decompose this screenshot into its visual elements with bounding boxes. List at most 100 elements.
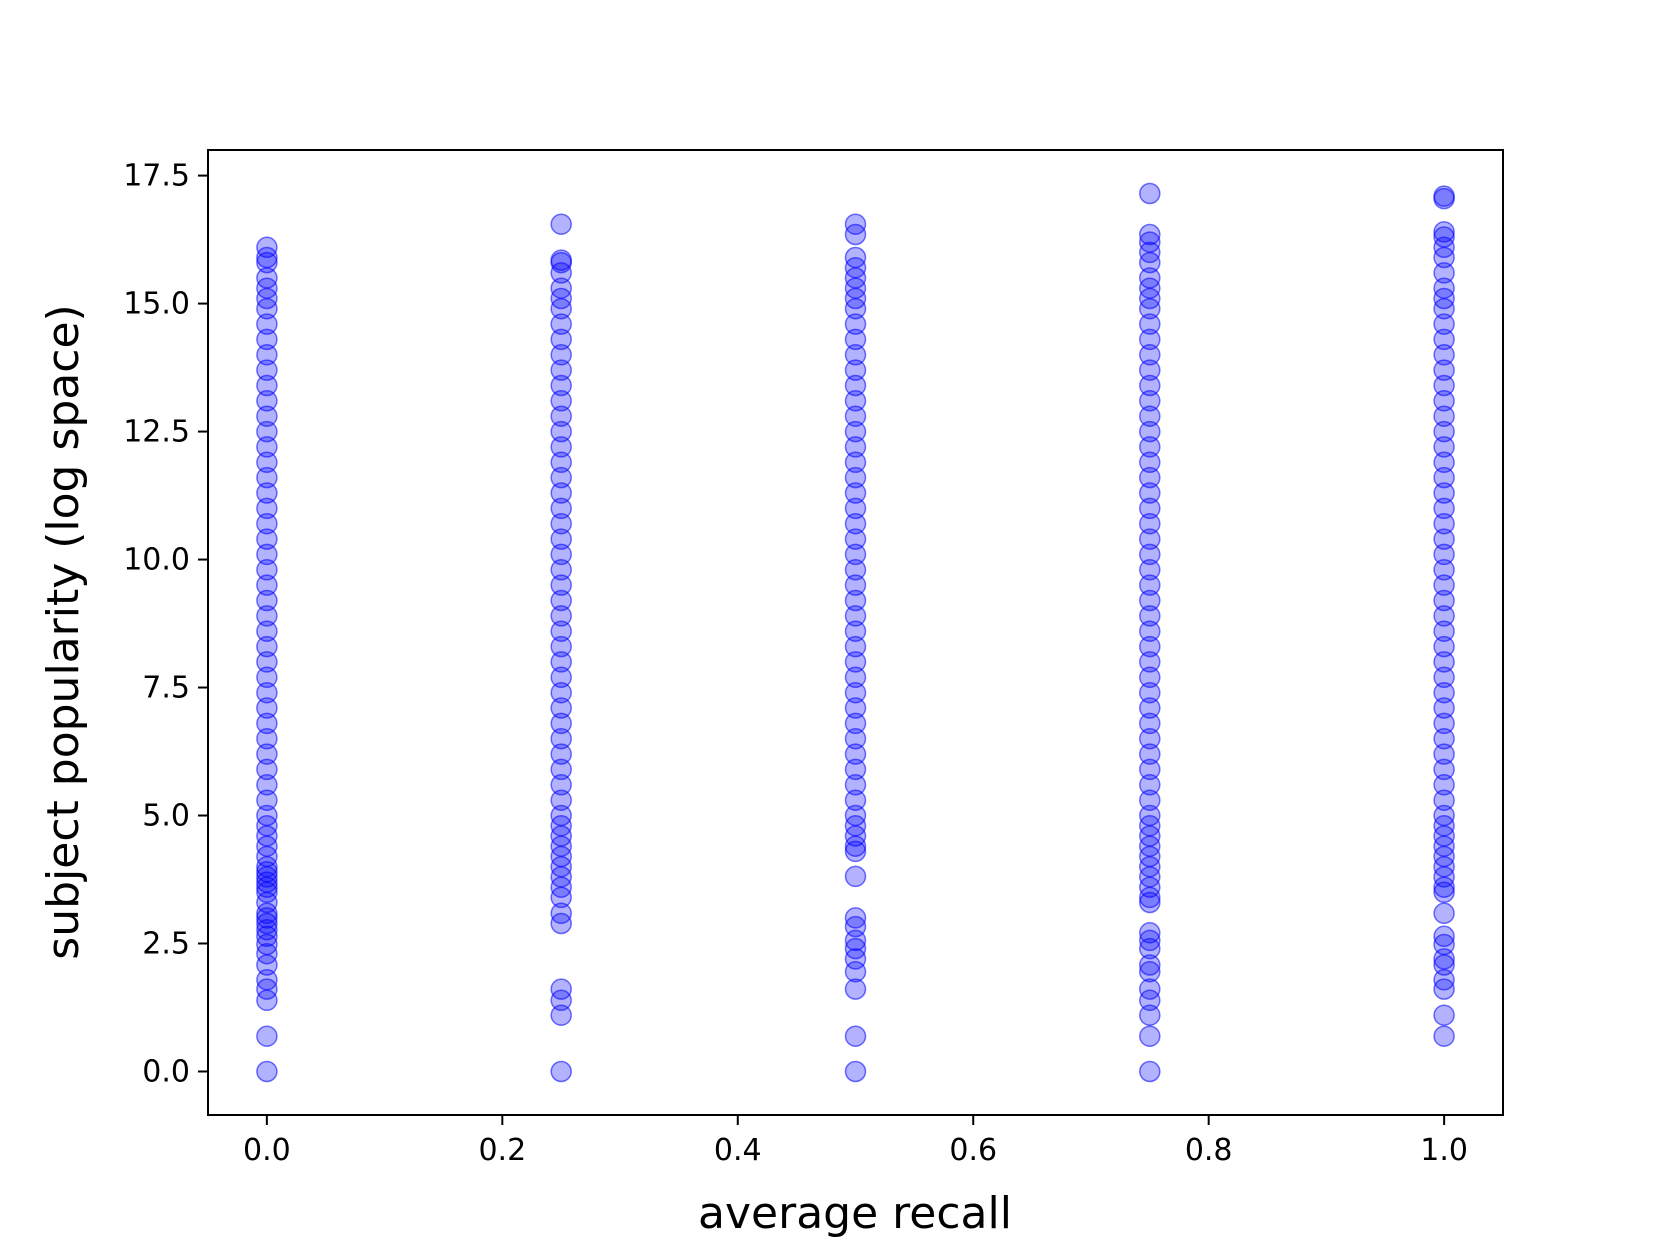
scatter-point xyxy=(550,727,572,750)
scatter-point xyxy=(256,1025,278,1047)
x-tick-label: 0.6 xyxy=(949,1133,997,1168)
scatter-point xyxy=(844,666,867,689)
scatter-point xyxy=(1139,512,1161,535)
scatter-point xyxy=(1139,789,1161,811)
scatter-point xyxy=(256,933,278,956)
scatter-point xyxy=(844,960,867,983)
scatter-point xyxy=(1139,804,1161,827)
scatter-point xyxy=(844,359,867,381)
scatter-point xyxy=(1433,374,1455,397)
scatter-point xyxy=(844,328,867,351)
scatter-point xyxy=(1139,359,1161,381)
scatter-point xyxy=(1139,543,1161,566)
scatter-point xyxy=(1139,313,1161,335)
scatter-point xyxy=(1433,1025,1455,1047)
x-axis-label: average recall xyxy=(698,1188,1012,1239)
x-tick-label: 0.8 xyxy=(1185,1133,1233,1168)
scatter-point xyxy=(1433,902,1455,925)
scatter-point xyxy=(844,840,867,863)
scatter-point xyxy=(1139,589,1161,612)
scatter-point xyxy=(256,390,278,412)
scatter-point xyxy=(550,666,572,689)
scatter-point xyxy=(256,861,278,883)
scatter-point xyxy=(256,589,278,612)
scatter-point xyxy=(550,789,572,811)
scatter-point xyxy=(844,313,867,335)
scatter-point xyxy=(1139,574,1161,596)
scatter-point xyxy=(844,907,867,929)
scatter-point xyxy=(550,512,572,535)
scatter-point xyxy=(844,635,867,658)
scatter-point xyxy=(1433,328,1455,351)
scatter-point xyxy=(1139,929,1161,952)
scatter-point xyxy=(1433,405,1455,427)
scatter-point xyxy=(1433,589,1455,612)
scatter-point xyxy=(1433,313,1455,335)
scatter-point xyxy=(550,712,572,735)
scatter-point xyxy=(1139,436,1161,458)
scatter-point xyxy=(844,559,867,581)
scatter-point xyxy=(1139,390,1161,412)
scatter-point xyxy=(844,1060,867,1083)
scatter-point xyxy=(1433,743,1455,765)
scatter-point xyxy=(1139,559,1161,581)
scatter-point xyxy=(256,743,278,765)
scatter-point xyxy=(550,1004,572,1026)
y-tick-label: 15.0 xyxy=(123,287,190,322)
scatter-point xyxy=(1139,605,1161,627)
scatter-point xyxy=(1433,559,1455,581)
scatter-point xyxy=(1433,681,1455,704)
scatter-point xyxy=(550,420,572,443)
scatter-point xyxy=(844,804,867,827)
scatter-point xyxy=(550,758,572,781)
x-axis-ticks: 0.0 0.2 0.4 0.6 0.8 1.0 xyxy=(243,1115,1468,1168)
scatter-point xyxy=(1139,482,1161,504)
scatter-point xyxy=(844,697,867,719)
scatter-point xyxy=(256,436,278,458)
scatter-point xyxy=(844,213,867,235)
y-tick-label: 5.0 xyxy=(142,799,190,834)
scatter-point xyxy=(1433,390,1455,412)
scatter-point xyxy=(1433,881,1455,904)
scatter-point xyxy=(256,697,278,719)
scatter-point xyxy=(1433,969,1455,991)
y-axis-label: subject popularity (log space) xyxy=(38,304,89,959)
scatter-point xyxy=(256,666,278,689)
scatter-point xyxy=(1139,697,1161,719)
scatter-point xyxy=(256,451,278,474)
scatter-point xyxy=(1139,954,1161,976)
scatter-point xyxy=(1139,182,1161,205)
y-axis-ticks: 0.0 2.5 5.0 7.5 10.0 12.5 15.0 17.5 xyxy=(123,159,208,1089)
scatter-point xyxy=(1433,774,1455,796)
scatter-point xyxy=(1139,960,1161,983)
scatter-point xyxy=(1139,989,1161,1012)
scatter-point xyxy=(844,512,867,535)
scatter-point xyxy=(1433,651,1455,673)
scatter-point xyxy=(844,466,867,489)
scatter-point xyxy=(844,978,867,1000)
scatter-point xyxy=(256,466,278,489)
scatter-point xyxy=(256,681,278,704)
scatter-point xyxy=(1433,226,1455,248)
scatter-point xyxy=(256,942,278,965)
scatter-point xyxy=(1433,497,1455,520)
scatter-point xyxy=(844,865,867,888)
scatter-point xyxy=(1433,1004,1455,1026)
scatter-point xyxy=(1433,512,1455,535)
scatter-point xyxy=(550,697,572,719)
scatter-point xyxy=(1139,774,1161,796)
scatter-point xyxy=(844,605,867,627)
y-tick-label: 17.5 xyxy=(123,159,190,194)
y-tick-label: 7.5 xyxy=(142,671,190,706)
scatter-point xyxy=(1433,712,1455,735)
scatter-point xyxy=(1433,758,1455,781)
scatter-point xyxy=(1139,937,1161,960)
scatter-point xyxy=(1433,933,1455,956)
scatter-point xyxy=(550,978,572,1000)
scatter-point xyxy=(256,969,278,991)
x-tick-label: 0.4 xyxy=(714,1133,762,1168)
scatter-point xyxy=(844,420,867,443)
scatter-point xyxy=(844,246,867,269)
scatter-point xyxy=(256,420,278,443)
